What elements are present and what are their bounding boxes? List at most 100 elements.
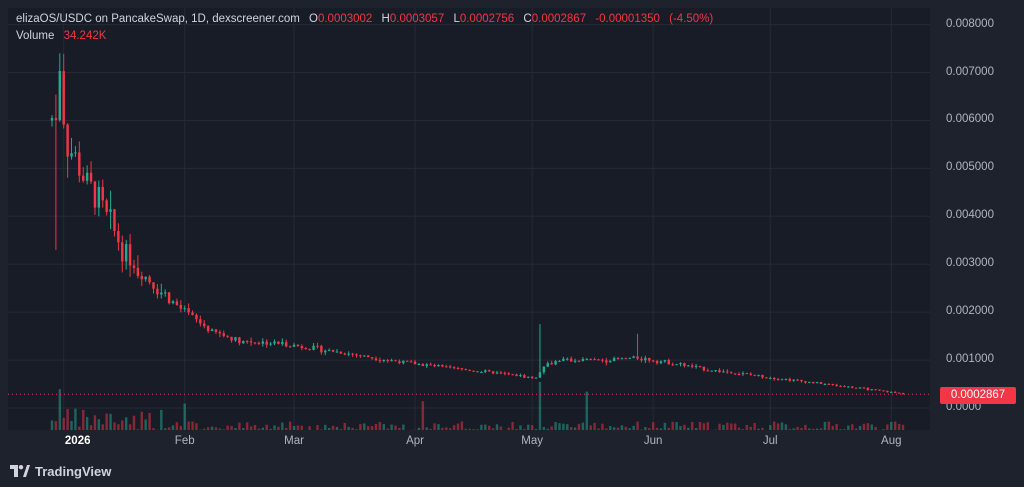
volume-bar <box>585 391 589 430</box>
volume-bar <box>726 422 729 430</box>
price-tick: 0.008000 <box>946 17 994 30</box>
volume-bar <box>78 426 81 430</box>
candle-body <box>698 365 702 367</box>
volume-bar <box>694 428 698 430</box>
volume-bar <box>870 424 873 430</box>
candle-body <box>288 346 292 348</box>
candle-body <box>839 385 842 387</box>
volume-bar <box>82 409 85 430</box>
volume-bar <box>839 429 842 430</box>
candle-body <box>378 360 382 362</box>
candle-body <box>640 358 643 361</box>
volume-bar <box>378 421 382 430</box>
time-tick: Feb <box>174 435 195 447</box>
candle-body <box>753 374 756 376</box>
open-value: 0.0003002 <box>317 13 373 25</box>
close-label: C <box>523 13 532 25</box>
candle-body <box>179 305 183 309</box>
time-tick: Jun <box>643 435 663 447</box>
volume-bar <box>636 421 639 430</box>
volume-bar <box>733 423 737 430</box>
candle-body <box>296 344 300 347</box>
chart-plot-area[interactable] <box>8 8 930 430</box>
candle-body <box>890 391 893 393</box>
candle-body <box>464 369 467 371</box>
volume-bar <box>542 426 546 430</box>
candle-body <box>199 319 202 324</box>
candle-body <box>363 355 366 357</box>
candle-body <box>265 341 268 345</box>
candle-body <box>327 349 331 351</box>
candle-body <box>429 364 432 366</box>
candle-body <box>558 360 561 362</box>
volume-bar <box>749 426 752 430</box>
price-tick: 0.005000 <box>946 161 994 174</box>
volume-bar <box>163 428 167 430</box>
volume-bar <box>140 411 143 430</box>
candle-body <box>277 341 280 344</box>
volume-bar <box>195 423 198 430</box>
volume-bar <box>562 423 565 430</box>
volume-bar <box>452 425 456 430</box>
volume-bar <box>566 424 569 430</box>
volume-bar <box>191 421 194 430</box>
candle-body <box>687 365 690 367</box>
candle-body <box>82 175 85 181</box>
candle-body <box>281 342 284 344</box>
candle-body <box>530 376 534 379</box>
candle-body <box>519 375 522 377</box>
volume-bar <box>819 428 823 430</box>
candle-body <box>374 358 378 361</box>
volume-bar <box>495 424 499 430</box>
candle-body <box>292 344 296 347</box>
candle-body <box>901 393 905 395</box>
price-axis[interactable]: 0.008000 0.007000 0.006000 0.005000 0.004000… <box>930 8 1024 430</box>
volume-bar <box>253 424 257 430</box>
candle-body <box>148 276 151 283</box>
candle-body <box>597 359 600 361</box>
volume-bar <box>97 419 101 430</box>
candle-body <box>585 358 589 360</box>
candle-body <box>523 375 526 378</box>
volume-bar <box>468 428 471 430</box>
volume-bar <box>538 382 542 430</box>
candle-body <box>706 370 710 372</box>
volume-bar <box>101 424 104 430</box>
candle-body <box>866 387 870 391</box>
volume-bar <box>366 426 370 430</box>
time-tick: Apr <box>406 435 424 447</box>
volume-bar <box>89 425 93 430</box>
candle-body <box>893 391 897 393</box>
candle-body <box>620 358 624 360</box>
candle-body <box>433 365 436 367</box>
tradingview-logo[interactable]: TradingView <box>10 462 111 480</box>
volume-bar <box>722 424 725 430</box>
volume-bar <box>218 428 222 430</box>
time-axis[interactable]: 2026 Feb Mar Apr May Jun Jul Aug <box>8 430 930 454</box>
candle-body <box>460 368 464 370</box>
volume-bar <box>507 427 510 430</box>
volume-bar <box>382 424 386 430</box>
volume-bar <box>281 422 284 430</box>
symbol-label: elizaOS/USDC on PancakeSwap, 1D, dexscre… <box>16 13 300 25</box>
candle-body <box>312 345 315 350</box>
volume-bar <box>831 425 834 430</box>
candle-body <box>136 267 140 276</box>
volume-bar <box>897 423 901 430</box>
candle-body <box>300 346 304 349</box>
candle-body <box>171 301 175 304</box>
candlestick-chart[interactable] <box>8 8 930 430</box>
candle-body <box>862 387 866 389</box>
candle-body <box>132 265 136 268</box>
candle-body <box>499 372 503 374</box>
candle-body <box>238 337 241 344</box>
volume-bar <box>85 416 89 430</box>
candle-body <box>382 360 386 362</box>
volume-bar <box>308 426 311 430</box>
volume-bar <box>441 427 444 430</box>
volume-bar <box>113 422 116 430</box>
candle-body <box>54 117 58 120</box>
candle-body <box>616 358 620 360</box>
volume-bar <box>421 401 425 430</box>
candle-body <box>874 389 877 391</box>
